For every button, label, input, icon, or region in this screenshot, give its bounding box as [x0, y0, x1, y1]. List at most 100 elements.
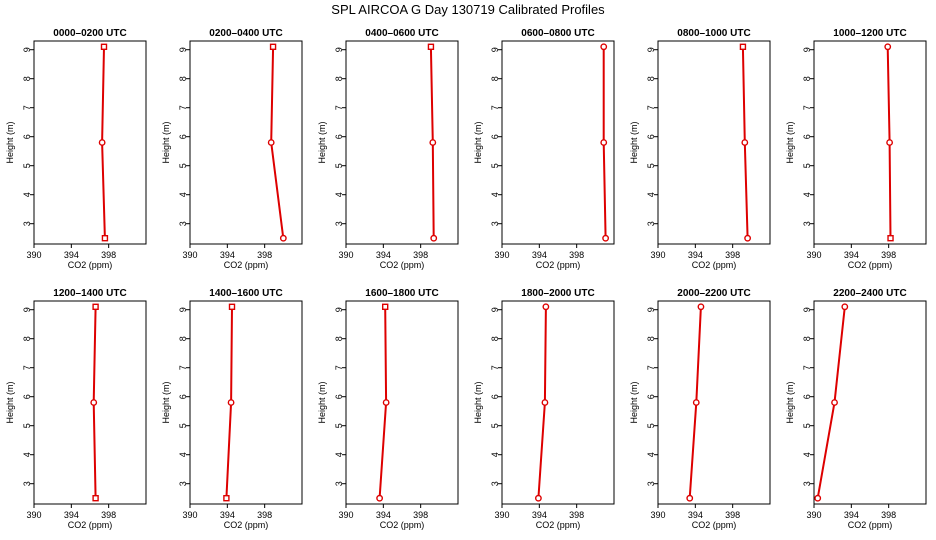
x-tick-label: 394 — [688, 510, 703, 520]
x-tick-label: 394 — [688, 250, 703, 260]
panel-title: 2000–2200 UTC — [677, 288, 750, 299]
x-tick-label: 394 — [220, 250, 235, 260]
profile-panel: 2000–2200 UTC 390 394 398 3 4 5 6 7 8 9 CO2 (ppm) He… — [629, 288, 771, 530]
profile-point — [884, 43, 892, 51]
y-tick-label: 6 — [334, 394, 344, 399]
x-tick-label: 394 — [64, 510, 79, 520]
y-tick-label: 3 — [22, 481, 32, 486]
y-tick-label: 4 — [22, 192, 32, 197]
y-tick-label: 6 — [22, 394, 32, 399]
y-tick-label: 4 — [802, 192, 812, 197]
x-axis-label: CO2 (ppm) — [380, 520, 425, 530]
x-tick-label: 390 — [806, 510, 821, 520]
y-axis-label: Height (m) — [785, 121, 795, 163]
plot-frame — [657, 300, 771, 505]
y-tick-label: 3 — [490, 221, 500, 226]
x-tick-label: 398 — [881, 250, 896, 260]
panel-title: 2200–2400 UTC — [833, 288, 906, 299]
y-axis-label: Height (m) — [629, 381, 639, 423]
x-axis-label: CO2 (ppm) — [224, 260, 269, 270]
x-tick-label: 398 — [725, 510, 740, 520]
y-tick-label: 4 — [490, 192, 500, 197]
x-tick-label: 394 — [376, 510, 391, 520]
x-axis-label: CO2 (ppm) — [536, 260, 581, 270]
y-tick-label: 8 — [646, 336, 656, 341]
x-tick-label: 394 — [532, 250, 547, 260]
x-tick-label: 398 — [101, 250, 116, 260]
y-tick-label: 7 — [178, 105, 188, 110]
profile-point — [382, 399, 390, 406]
y-tick-label: 7 — [22, 365, 32, 370]
profile-point — [887, 234, 894, 242]
y-axis-label: Height (m) — [5, 121, 15, 163]
plot-frame — [813, 300, 927, 505]
profile-point — [427, 43, 435, 50]
y-tick-label: 7 — [334, 365, 344, 370]
panel-title: 0800–1000 UTC — [677, 28, 750, 39]
y-tick-label: 5 — [22, 163, 32, 168]
x-tick-label: 390 — [338, 510, 353, 520]
profile-point — [430, 234, 438, 242]
y-axis-label: Height (m) — [473, 381, 483, 423]
panel-title: 0200–0400 UTC — [209, 28, 282, 39]
profile-point — [600, 139, 608, 146]
y-axis-label: Height (m) — [785, 381, 795, 423]
y-tick-label: 3 — [646, 221, 656, 226]
panel-title: 1000–1200 UTC — [833, 28, 906, 39]
profile-point — [542, 303, 550, 311]
profile-panel: 0800–1000 UTC 390 394 398 3 4 5 6 7 8 9 CO2 (ppm) He… — [629, 28, 771, 270]
y-tick-label: 8 — [802, 336, 812, 341]
y-tick-label: 7 — [334, 105, 344, 110]
x-tick-label: 398 — [569, 510, 584, 520]
profile-point — [841, 303, 849, 311]
profile-point — [92, 303, 99, 310]
y-tick-label: 4 — [334, 192, 344, 197]
y-tick-label: 9 — [334, 47, 344, 52]
plot-frame — [501, 300, 615, 505]
y-tick-label: 5 — [646, 163, 656, 168]
panel-title: 0400–0600 UTC — [365, 28, 438, 39]
x-tick-label: 398 — [413, 250, 428, 260]
profile-panel: 2200–2400 UTC 390 394 398 3 4 5 6 7 8 9 CO2 (ppm) He… — [785, 288, 927, 530]
y-tick-label: 9 — [490, 47, 500, 52]
plot-frame — [813, 40, 927, 245]
y-tick-label: 7 — [802, 365, 812, 370]
y-tick-label: 8 — [490, 76, 500, 81]
y-tick-label: 9 — [490, 307, 500, 312]
y-tick-label: 5 — [490, 163, 500, 168]
y-tick-label: 3 — [802, 481, 812, 486]
profile-point — [100, 43, 108, 50]
y-tick-label: 3 — [334, 481, 344, 486]
profile-point — [98, 139, 106, 146]
y-tick-label: 7 — [178, 365, 188, 370]
profile-point — [382, 303, 389, 310]
x-tick-label: 390 — [26, 250, 41, 260]
y-tick-label: 7 — [646, 105, 656, 110]
y-tick-label: 4 — [178, 452, 188, 457]
panel-title: 1800–2000 UTC — [521, 288, 594, 299]
y-tick-label: 4 — [646, 192, 656, 197]
x-tick-label: 390 — [650, 510, 665, 520]
y-tick-label: 9 — [334, 307, 344, 312]
profile-point — [279, 234, 287, 242]
y-tick-label: 5 — [178, 423, 188, 428]
y-tick-label: 9 — [802, 307, 812, 312]
y-tick-label: 4 — [334, 452, 344, 457]
panel-title: 0000–0200 UTC — [53, 28, 126, 39]
profile-point — [227, 399, 235, 406]
x-axis-label: CO2 (ppm) — [536, 520, 581, 530]
x-axis-label: CO2 (ppm) — [692, 520, 737, 530]
y-axis-label: Height (m) — [5, 381, 15, 423]
y-tick-label: 5 — [490, 423, 500, 428]
y-tick-label: 4 — [802, 452, 812, 457]
profile-point — [101, 234, 109, 242]
x-tick-label: 398 — [413, 510, 428, 520]
profile-panel: 0400–0600 UTC 390 394 398 3 4 5 6 7 8 9 CO2 (ppm) He… — [317, 28, 459, 270]
y-tick-label: 5 — [646, 423, 656, 428]
figure-title: SPL AIRCOA G Day 130719 Calibrated Profi… — [331, 2, 605, 17]
y-tick-label: 7 — [802, 105, 812, 110]
y-tick-label: 6 — [178, 394, 188, 399]
plot-frame — [345, 300, 459, 505]
x-tick-label: 390 — [806, 250, 821, 260]
profile-point — [376, 494, 383, 502]
